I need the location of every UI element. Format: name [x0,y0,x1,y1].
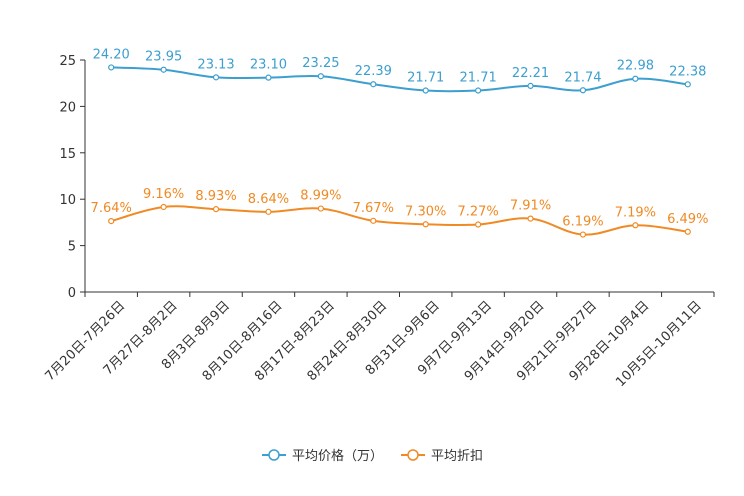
data-label: 21.71 [460,71,497,86]
data-point[interactable] [108,64,115,71]
y-tick-label: 10 [59,193,76,208]
data-label: 22.38 [669,64,706,79]
data-point[interactable] [632,222,639,229]
data-label: 6.19% [562,215,603,230]
legend-marker [268,449,280,461]
legend-item-0[interactable]: 平均价格（万） [262,448,383,464]
data-label: 7.91% [510,199,551,214]
y-tick-label: 5 [68,240,76,255]
y-tick-label: 20 [59,100,76,115]
data-point[interactable] [160,66,167,73]
data-point[interactable] [317,205,324,212]
data-label: 7.67% [353,201,394,216]
series-line [110,205,688,236]
data-label: 21.71 [407,71,444,86]
data-point[interactable] [422,87,429,94]
y-axis: 0 5 10 15 20 25 [59,54,86,301]
legend-label: 平均折扣 [431,449,483,464]
data-label: 21.74 [564,70,601,85]
data-label: 9.16% [143,187,184,202]
legend-label: 平均价格（万） [292,448,383,464]
data-label: 8.99% [300,189,341,204]
data-point[interactable] [212,206,220,213]
data-label: 8.64% [248,192,289,207]
legend: 平均价格（万） 平均折扣 [262,448,483,464]
data-point[interactable] [108,218,115,225]
data-point[interactable] [579,87,587,94]
data-point[interactable] [422,221,429,228]
data-label: 7.19% [615,205,656,220]
data-label: 22.39 [355,64,392,79]
data-label: 23.13 [197,57,234,72]
data-point[interactable] [370,217,377,224]
data-label: 6.49% [667,212,708,227]
data-point[interactable] [527,215,534,222]
data-point[interactable] [684,228,691,235]
y-tick-label: 15 [59,147,76,162]
data-label: 7.27% [457,205,498,220]
legend-item-1[interactable]: 平均折扣 [401,449,483,464]
data-point[interactable] [527,82,534,89]
data-label: 23.25 [302,56,339,71]
x-axis: 7月20日-7月26日7月27日-8月2日8月3日-8月9日8月10日-8月16… [42,291,715,390]
data-label: 24.20 [93,47,130,62]
data-label: 22.21 [512,66,549,81]
y-tick-label: 25 [59,54,76,69]
data-point[interactable] [684,81,691,88]
series-0: 24.20 23.95 23.13 23.10 23.25 22.39 21.71 21.71… [93,47,706,94]
data-label: 23.10 [250,58,287,73]
data-label: 8.93% [195,189,236,204]
series-1: 7.64% 9.16% 8.93% 8.64% 8.99% 7.67% 7.30% 7.27%… [91,187,708,238]
data-point[interactable] [212,74,220,81]
series-line [111,66,688,93]
data-point[interactable] [160,203,167,211]
data-label: 7.30% [405,204,446,219]
data-label: 22.98 [617,59,654,74]
data-point[interactable] [265,74,272,81]
legend-marker [407,449,419,461]
data-point[interactable] [265,208,272,215]
data-label: 7.64% [91,201,132,216]
data-point[interactable] [475,221,482,228]
series-layer: 24.20 23.95 23.13 23.10 23.25 22.39 21.71 21.71… [91,47,708,238]
data-point[interactable] [632,75,639,82]
data-label: 23.95 [145,50,182,65]
data-point[interactable] [579,231,587,238]
data-point[interactable] [370,81,377,88]
data-point[interactable] [317,73,324,80]
y-tick-label: 0 [68,286,76,301]
data-point[interactable] [475,87,482,94]
